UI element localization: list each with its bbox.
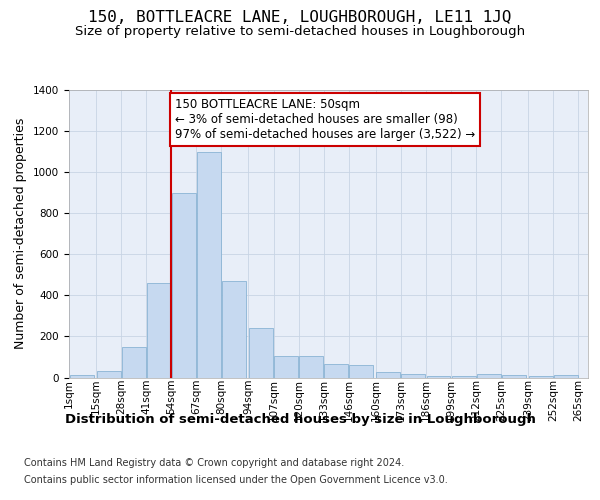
Bar [147,283,170,378]
Bar [70,376,94,378]
Bar [349,365,373,378]
Bar [452,376,476,378]
Bar [401,374,425,378]
Bar [554,376,578,378]
Bar [427,376,451,378]
Bar [324,364,348,378]
Bar [529,376,553,378]
Bar [476,374,500,378]
Bar [197,152,221,378]
Text: Distribution of semi-detached houses by size in Loughborough: Distribution of semi-detached houses by … [65,412,535,426]
Bar [97,372,121,378]
Bar [172,192,196,378]
Text: 150 BOTTLEACRE LANE: 50sqm
← 3% of semi-detached houses are smaller (98)
97% of : 150 BOTTLEACRE LANE: 50sqm ← 3% of semi-… [175,98,475,141]
Y-axis label: Number of semi-detached properties: Number of semi-detached properties [14,118,28,350]
Text: Contains public sector information licensed under the Open Government Licence v3: Contains public sector information licen… [24,475,448,485]
Text: Contains HM Land Registry data © Crown copyright and database right 2024.: Contains HM Land Registry data © Crown c… [24,458,404,468]
Bar [222,281,246,378]
Bar [122,346,146,378]
Bar [299,356,323,378]
Bar [249,328,273,378]
Text: 150, BOTTLEACRE LANE, LOUGHBOROUGH, LE11 1JQ: 150, BOTTLEACRE LANE, LOUGHBOROUGH, LE11… [88,10,512,25]
Bar [274,356,298,378]
Bar [502,376,526,378]
Text: Size of property relative to semi-detached houses in Loughborough: Size of property relative to semi-detach… [75,25,525,38]
Bar [376,372,400,378]
